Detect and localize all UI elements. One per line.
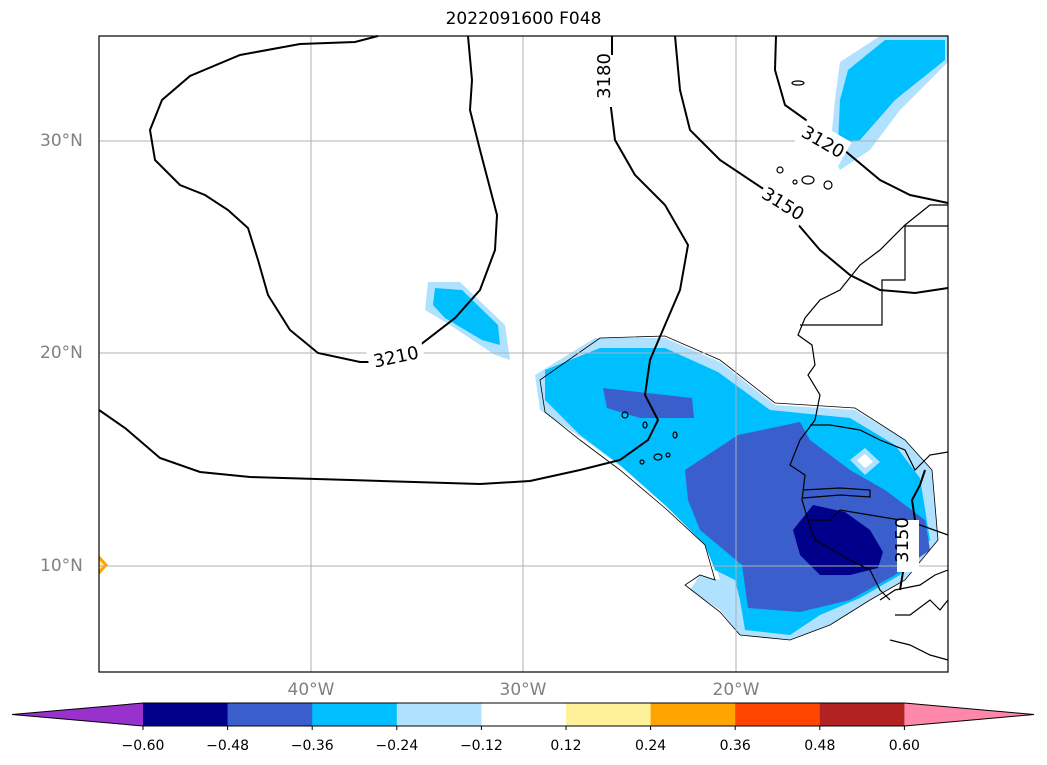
colorbar-swatch	[819, 703, 905, 726]
colorbar	[11, 702, 1035, 730]
colorbar-tick-label: 0.60	[888, 738, 920, 754]
colorbar-tick-label: −0.36	[290, 738, 334, 754]
colorbar-tick-label: −0.60	[121, 738, 165, 754]
colorbar-tick-label: −0.24	[375, 738, 419, 754]
lat-label-30n: 30°N	[40, 131, 83, 151]
colorbar-tick-label: 0.12	[550, 738, 582, 754]
map-frame	[98, 35, 949, 673]
colorbar-tick-label: −0.12	[459, 738, 503, 754]
colorbar-tick-label: 0.36	[719, 738, 751, 754]
contour-label-backgrounds	[366, 55, 919, 572]
colorbar-swatch	[312, 703, 398, 726]
lat-label-20n: 20°N	[40, 343, 83, 363]
lon-label-30w: 30°W	[499, 680, 547, 700]
colorbar-tick-label: −0.48	[206, 738, 250, 754]
colorbar-tick-label: 0.48	[804, 738, 836, 754]
map-title: 2022091600 F048	[445, 9, 602, 29]
lon-label-20w: 20°W	[712, 680, 760, 700]
lat-label-10n: 10°N	[40, 556, 83, 576]
contour-label-3150-south: 3150	[892, 517, 913, 563]
colorbar-swatch	[735, 703, 821, 726]
coastlines	[621, 80, 949, 661]
colorbar-swatch	[481, 703, 567, 726]
colorbar-swatch	[650, 703, 736, 726]
colorbar-tick-label: 0.24	[635, 738, 667, 754]
lon-label-40w: 40°W	[287, 680, 335, 700]
colorbar-swatch	[396, 703, 482, 726]
colorbar-extend-low	[12, 703, 143, 726]
contour-label-3180: 3180	[594, 53, 615, 99]
colorbar-swatch	[227, 703, 313, 726]
colorbar-swatch	[566, 703, 652, 726]
colorbar-swatch	[143, 703, 229, 726]
colorbar-extend-high	[904, 703, 1034, 726]
